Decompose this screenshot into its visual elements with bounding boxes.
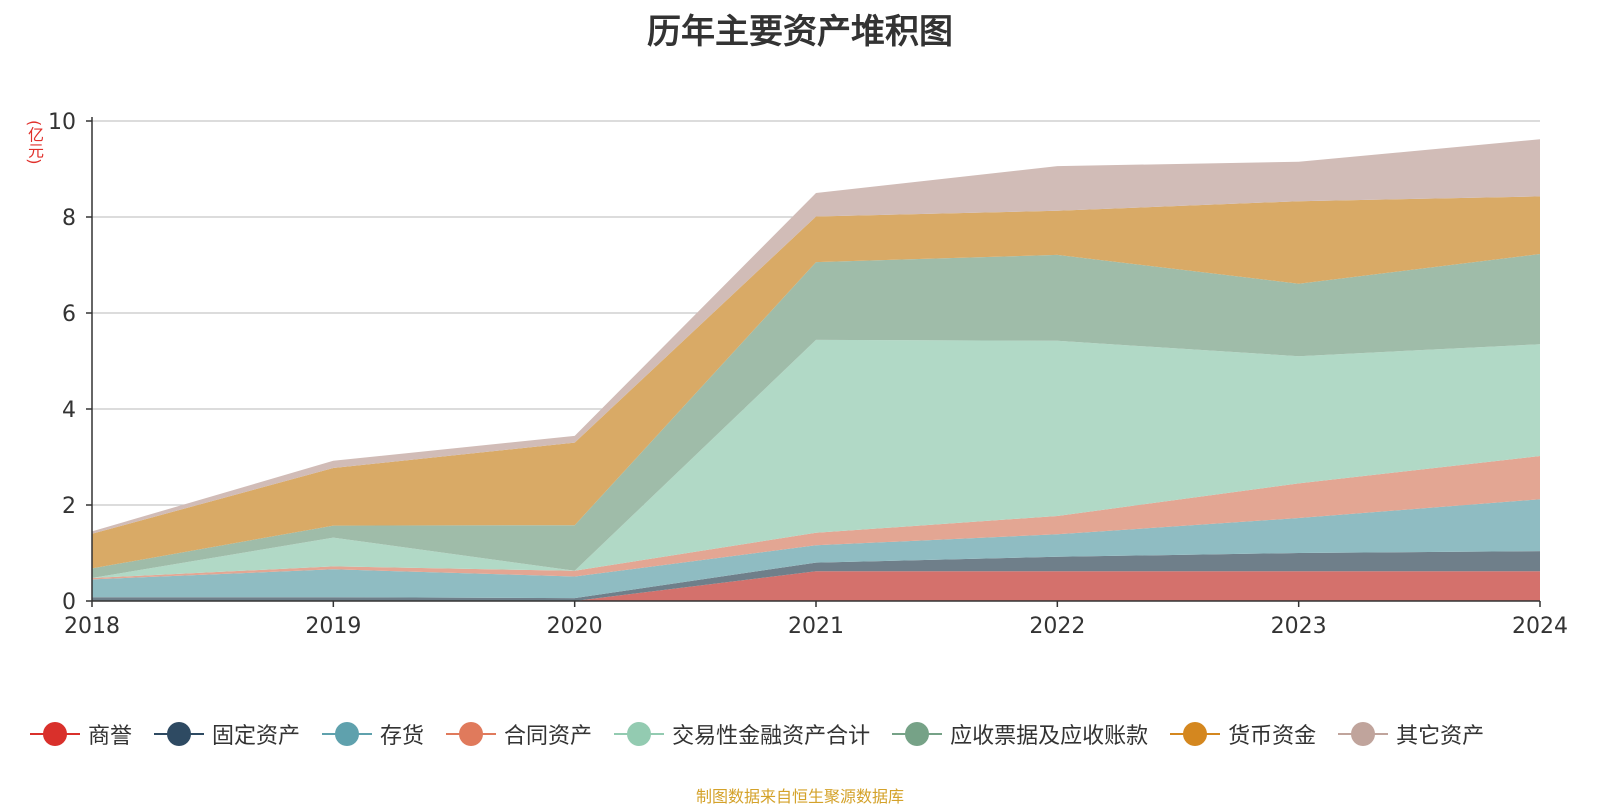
chart-title: 历年主要资产堆积图 (647, 12, 953, 52)
area-series-7 (92, 196, 1540, 569)
legend-label: 交易性金融资产合计 (672, 724, 871, 749)
y-axis-unit-label: (亿元) (25, 120, 44, 165)
x-tick-label: 2018 (64, 614, 120, 639)
legend-dot (43, 722, 67, 746)
legend-item[interactable]: 存货 (322, 718, 424, 750)
legend-dot (1351, 722, 1376, 746)
x-tick-label: 2019 (305, 614, 361, 639)
stacked-area-chart: 0 2 4 6 8 10 2018 2019 2020 2021 2022 2023 2024 (48, 110, 1568, 639)
legend-dot (335, 722, 360, 746)
legend-label: 存货 (380, 724, 425, 749)
area-series-5 (92, 339, 1540, 578)
legend-item[interactable]: 固定资产 (154, 718, 300, 750)
y-tick-label: 8 (62, 206, 76, 231)
legend-marker-icon (614, 722, 665, 746)
area-series (92, 139, 1540, 601)
legend-dot (1183, 722, 1208, 746)
legend-label: 其它资产 (1396, 724, 1485, 749)
tick-labels: 0 2 4 6 8 10 2018 2019 2020 2021 2022 2023 2024 (48, 110, 1568, 639)
legend: 商誉 固定资产 存货 合同资产 交易性金融资产合计 应收票据及应收账款 货币资金 其它资产 (30, 718, 1506, 750)
y-tick-label: 4 (62, 398, 76, 423)
legend-marker-icon (1170, 722, 1221, 746)
x-tick-label: 2020 (547, 614, 603, 639)
legend-marker-icon (154, 722, 205, 746)
legend-dot (905, 722, 930, 746)
area-series-4 (92, 456, 1540, 580)
y-tick-label: 6 (62, 302, 76, 327)
area-series-8 (92, 139, 1540, 534)
legend-marker-icon (30, 722, 80, 746)
legend-dot (459, 722, 484, 746)
x-tick-label: 2021 (788, 614, 844, 639)
y-tick-label: 2 (62, 494, 76, 519)
area-series-6 (92, 254, 1540, 578)
legend-label: 货币资金 (1228, 724, 1317, 749)
x-tick-label: 2024 (1512, 614, 1568, 639)
legend-label: 固定资产 (212, 724, 301, 749)
legend-item[interactable]: 商誉 (30, 718, 132, 750)
legend-label: 应收票据及应收账款 (950, 724, 1149, 749)
area-series-3 (92, 499, 1540, 599)
area-series-1 (92, 571, 1540, 601)
legend-item[interactable]: 合同资产 (446, 718, 592, 750)
x-tick-label: 2022 (1029, 614, 1085, 639)
legend-item[interactable]: 交易性金融资产合计 (614, 718, 870, 750)
y-tick-label: 0 (62, 590, 76, 615)
data-source-note: 制图数据来自恒生聚源数据库 (695, 787, 904, 806)
axes (86, 117, 1541, 607)
y-tick-label: 10 (48, 110, 76, 135)
x-tick-label: 2023 (1271, 614, 1327, 639)
legend-marker-icon (446, 722, 497, 746)
legend-dot (627, 722, 652, 746)
legend-label: 商誉 (88, 724, 133, 749)
legend-item[interactable]: 应收票据及应收账款 (892, 718, 1148, 750)
legend-dot (167, 722, 192, 746)
legend-item[interactable]: 货币资金 (1170, 718, 1316, 750)
legend-marker-icon (892, 722, 943, 746)
area-series-2 (92, 551, 1540, 601)
legend-marker-icon (322, 722, 373, 746)
legend-label: 合同资产 (504, 724, 593, 749)
legend-marker-icon (1338, 722, 1389, 746)
legend-item[interactable]: 其它资产 (1338, 718, 1484, 750)
